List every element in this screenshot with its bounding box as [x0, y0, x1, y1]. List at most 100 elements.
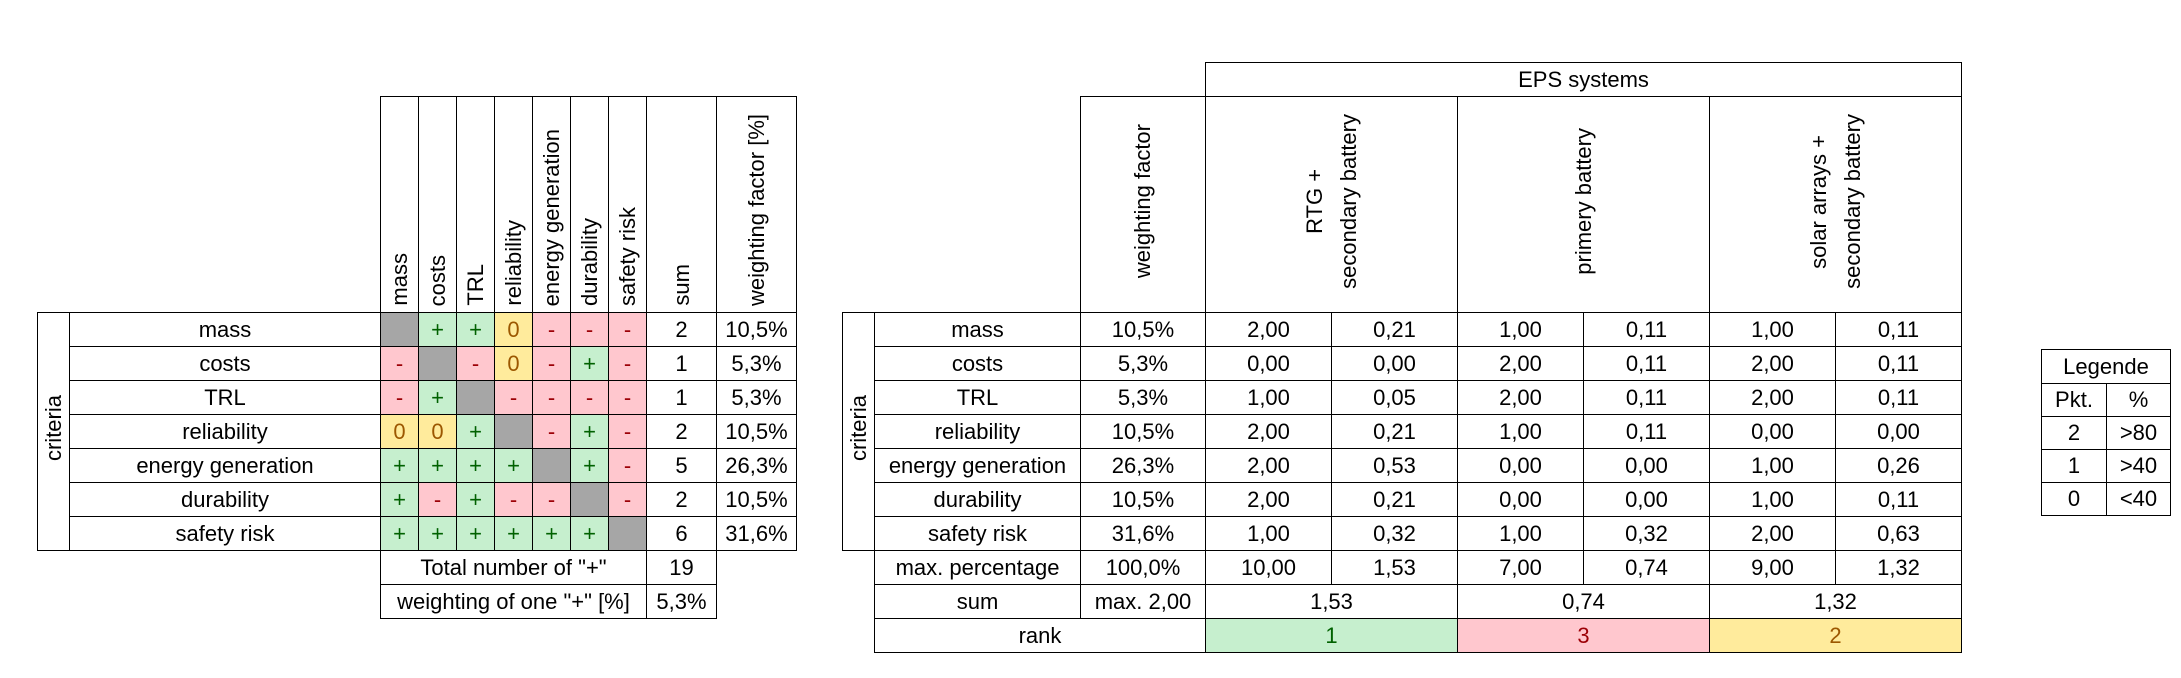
criteria-row: reliability 10,5% 2,00 0,21 1,00 0,11 0,00 0,00: [843, 414, 1962, 449]
legend-title: Legende: [2041, 349, 2171, 384]
comparison-cell: -: [532, 346, 571, 381]
row-weight: 5,3%: [716, 346, 797, 381]
comparison-cell: -: [532, 312, 571, 347]
criteria-row: safety risk + + + + + +6 31,6%: [38, 516, 797, 551]
weighted-value: 0,21: [1331, 482, 1458, 517]
criteria-row: energy generation + + + + + -5 26,3%: [38, 448, 797, 483]
weighted-value: 0,00: [1835, 414, 1962, 449]
score-value: 2,00: [1457, 380, 1584, 415]
weighted-value: 0,11: [1583, 312, 1710, 347]
weighted-value: 0,21: [1331, 414, 1458, 449]
row-label: TRL: [874, 380, 1081, 415]
comparison-cell: +: [456, 414, 495, 449]
max-value: 10,00: [1205, 550, 1332, 585]
weighted-value: 0,53: [1331, 448, 1458, 483]
comparison-cell: +: [456, 482, 495, 517]
comparison-cell: +: [380, 516, 419, 551]
legend-header-percent: %: [2106, 383, 2171, 417]
comparison-cell: -: [418, 482, 457, 517]
row-sum: 2: [646, 414, 717, 449]
col-header-durability: durability: [570, 96, 609, 313]
comparison-cell: +: [570, 448, 609, 483]
score-value: 2,00: [1709, 516, 1836, 551]
row-label: mass: [874, 312, 1081, 347]
weighted-value: 0,11: [1835, 380, 1962, 415]
col-header-weighting-factor: weighting factor: [1080, 96, 1206, 313]
comparison-cell: 0: [494, 312, 533, 347]
legend-percent: >40: [2106, 449, 2171, 483]
score-value: 2,00: [1205, 448, 1332, 483]
comparison-cell: -: [494, 482, 533, 517]
score-value: 0,00: [1205, 346, 1332, 381]
col-header-weighting-factor: weighting factor [%]: [716, 96, 797, 313]
comparison-cell: +: [494, 516, 533, 551]
weighted-value: 0,00: [1583, 448, 1710, 483]
comparison-cell: +: [456, 448, 495, 483]
row-sum: 2: [646, 482, 717, 517]
col-header-costs: costs: [418, 96, 457, 313]
row-weight: 10,5%: [1080, 482, 1206, 517]
score-value: 2,00: [1205, 482, 1332, 517]
row-label: costs: [874, 346, 1081, 381]
col-header-energy-generation: energy generation: [532, 96, 571, 313]
rank-primary: 3: [1457, 618, 1710, 653]
comparison-cell: -: [380, 346, 419, 381]
score-value: 0,00: [1457, 482, 1584, 517]
comparison-cell: -: [570, 312, 609, 347]
row-sum: 1: [646, 346, 717, 381]
col-header-primary-battery: primery battery: [1457, 96, 1710, 313]
sum-value-primary: 0,74: [1457, 584, 1710, 619]
weighted-value: 0,21: [1331, 312, 1458, 347]
col-header-trl: TRL: [456, 96, 495, 313]
row-label: safety risk: [874, 516, 1081, 551]
comparison-cell: -: [532, 482, 571, 517]
score-value: 2,00: [1205, 414, 1332, 449]
diagonal-cell: [456, 380, 495, 415]
criteria-row: safety risk 31,6% 1,00 0,32 1,00 0,32 2,00 0,63: [843, 516, 1962, 551]
weighted-value: 0,32: [1583, 516, 1710, 551]
row-label: mass: [69, 312, 381, 347]
row-weight: 10,5%: [1080, 312, 1206, 347]
row-sum: 1: [646, 380, 717, 415]
max-row-weight: 100,0%: [1080, 550, 1206, 585]
row-weight: 31,6%: [716, 516, 797, 551]
criteria-row: TRL - + - - - -1 5,3%: [38, 380, 797, 415]
diagonal-cell: [494, 414, 533, 449]
col-header-mass: mass: [380, 96, 419, 313]
comparison-cell: +: [532, 516, 571, 551]
comparison-cell: +: [570, 346, 609, 381]
max-value: 7,00: [1457, 550, 1584, 585]
legend-percent: <40: [2106, 482, 2171, 516]
row-sum: 5: [646, 448, 717, 483]
diagonal-cell: [418, 346, 457, 381]
criteria-row: TRL 5,3% 1,00 0,05 2,00 0,11 2,00 0,11: [843, 380, 1962, 415]
criteria-row: costs 5,3% 0,00 0,00 2,00 0,11 2,00 0,11: [843, 346, 1962, 381]
comparison-cell: +: [570, 516, 609, 551]
sum-value-rtg: 1,53: [1205, 584, 1458, 619]
comparison-cell: +: [418, 312, 457, 347]
col-header-safety-risk: safety risk: [608, 96, 647, 313]
diagonal-cell: [532, 448, 571, 483]
row-weight: 10,5%: [716, 312, 797, 347]
legend-percent: >80: [2106, 416, 2171, 450]
criteria-row: durability + - + - - -2 10,5%: [38, 482, 797, 517]
weighted-value: 0,05: [1331, 380, 1458, 415]
weighted-value: 0,32: [1331, 516, 1458, 551]
total-plus-value: 19: [646, 550, 717, 585]
row-label: energy generation: [69, 448, 381, 483]
eps-systems-title: EPS systems: [1205, 62, 1962, 97]
row-weight: 5,3%: [716, 380, 797, 415]
weighted-value: 0,63: [1835, 516, 1962, 551]
score-value: 2,00: [1457, 346, 1584, 381]
row-label: TRL: [69, 380, 381, 415]
row-sum: 2: [646, 312, 717, 347]
legend-points: 2: [2041, 416, 2107, 450]
comparison-cell: 0: [418, 414, 457, 449]
weighted-value: 0,11: [1583, 380, 1710, 415]
comparison-cell: 0: [380, 414, 419, 449]
comparison-cell: +: [570, 414, 609, 449]
score-value: 1,00: [1205, 516, 1332, 551]
comparison-cell: +: [418, 448, 457, 483]
row-label: reliability: [874, 414, 1081, 449]
score-value: 1,00: [1457, 414, 1584, 449]
